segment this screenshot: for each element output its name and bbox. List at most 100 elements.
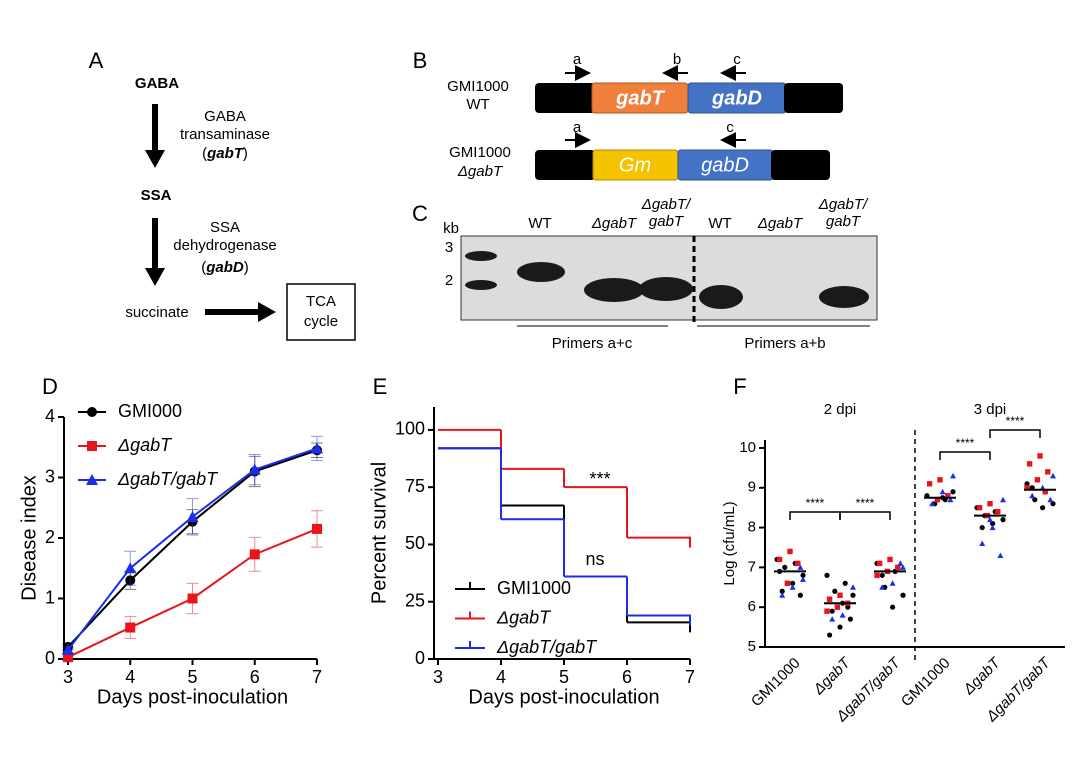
lane-label: WT [528, 215, 551, 232]
legend-label: ΔgabT [496, 607, 552, 627]
gene-block [771, 150, 830, 180]
data-point [834, 604, 841, 610]
data-point [63, 652, 73, 663]
data-point [832, 588, 838, 594]
data-point [795, 560, 801, 567]
product: cycle [304, 313, 338, 330]
strain: ΔgabT [457, 163, 504, 180]
data-point [800, 572, 806, 578]
x-tick-label: 7 [685, 667, 695, 687]
annotation: ns [585, 549, 604, 569]
sig-label: **** [1006, 414, 1025, 428]
data-point [929, 500, 936, 507]
data-point [979, 524, 985, 531]
y-tick-label: 5 [748, 638, 756, 655]
strain: GMI1000 [449, 144, 511, 161]
y-tick-label: 25 [405, 590, 425, 610]
data-point [1050, 472, 1056, 479]
sig-bracket [839, 511, 891, 520]
data-point [900, 592, 906, 598]
lane-label: gabT [649, 213, 685, 230]
x-axis-label: Days post-inoculation [97, 686, 288, 708]
data-point [824, 608, 830, 614]
data-point [850, 584, 856, 590]
y-tick-label: 7 [748, 558, 756, 575]
data-point [987, 500, 993, 507]
data-point [1037, 453, 1043, 459]
data-point [947, 496, 954, 503]
x-tick-label: 5 [559, 667, 569, 687]
data-point [827, 632, 833, 638]
compound: GABA [135, 75, 179, 92]
data-point [979, 540, 986, 546]
product: TCA [306, 293, 336, 310]
data-point [1047, 496, 1054, 503]
y-tick-label: 0 [45, 648, 55, 668]
y-axis-label: Log (cfu/mL) [721, 501, 738, 585]
data-point [1034, 477, 1041, 483]
data-point [926, 481, 933, 487]
data-point [248, 463, 261, 475]
y-tick-label: 75 [405, 476, 425, 496]
data-point [895, 564, 901, 571]
legend-marker [87, 441, 97, 451]
y-tick-label: 9 [748, 479, 756, 496]
gene-block [535, 83, 595, 113]
data-point [124, 562, 137, 574]
x-axis-label: Days post-inoculation [468, 686, 659, 708]
data-point [890, 604, 896, 610]
y-axis-label: Percent survival [368, 462, 390, 604]
y-tick-label: 0 [415, 648, 425, 668]
gel-bands [465, 251, 869, 309]
y-tick-label: 100 [395, 419, 425, 439]
data-point [800, 576, 806, 582]
gene-label: gabT [615, 87, 666, 109]
data-point [879, 584, 886, 590]
panel-label: D [42, 374, 58, 399]
data-point [876, 560, 883, 567]
data-point [125, 622, 136, 633]
data-point [837, 624, 843, 630]
sig-bracket [989, 429, 1041, 438]
group-label: Primers a+b [744, 335, 825, 352]
y-tick-label: 10 [739, 439, 756, 456]
data-point [879, 572, 885, 578]
data-point [790, 580, 796, 586]
data-point [1024, 485, 1030, 491]
data-point [829, 608, 835, 614]
sig-bracket [939, 451, 991, 460]
data-point [1000, 496, 1006, 503]
y-tick-label: 3 [45, 466, 55, 486]
data-point [829, 616, 836, 622]
legend-label: ΔgabT [117, 435, 173, 455]
data-point [1050, 501, 1056, 507]
x-tick-label: ΔgabT [810, 653, 855, 698]
gene-block [784, 83, 843, 113]
lane-label: gabT [826, 213, 862, 230]
x-tick-label: 4 [496, 667, 506, 687]
panel-label: C [412, 201, 428, 226]
data-point [990, 520, 996, 527]
panel-label: B [413, 48, 428, 73]
enzyme: SSA [210, 219, 240, 236]
legend-marker [87, 407, 97, 417]
legend-label: ΔgabT/gabT [117, 469, 219, 489]
primer-label: a [573, 119, 582, 136]
data-point [186, 510, 199, 522]
gene: (gabT) [202, 145, 248, 162]
data-point [950, 472, 956, 479]
sig-bracket [789, 511, 841, 520]
sig-label: **** [856, 496, 875, 510]
data-point [826, 596, 833, 602]
lane-label: WT [708, 215, 731, 232]
data-point [797, 592, 804, 598]
gene-label: gabD [711, 87, 762, 109]
panel-label: A [89, 48, 104, 73]
data-point [824, 572, 830, 578]
marker-label: 3 [445, 239, 453, 256]
y-tick-label: 50 [405, 533, 425, 553]
data-point [900, 564, 906, 570]
data-point [950, 489, 956, 495]
lane-label: ΔgabT [591, 215, 638, 232]
data-point [897, 560, 904, 566]
